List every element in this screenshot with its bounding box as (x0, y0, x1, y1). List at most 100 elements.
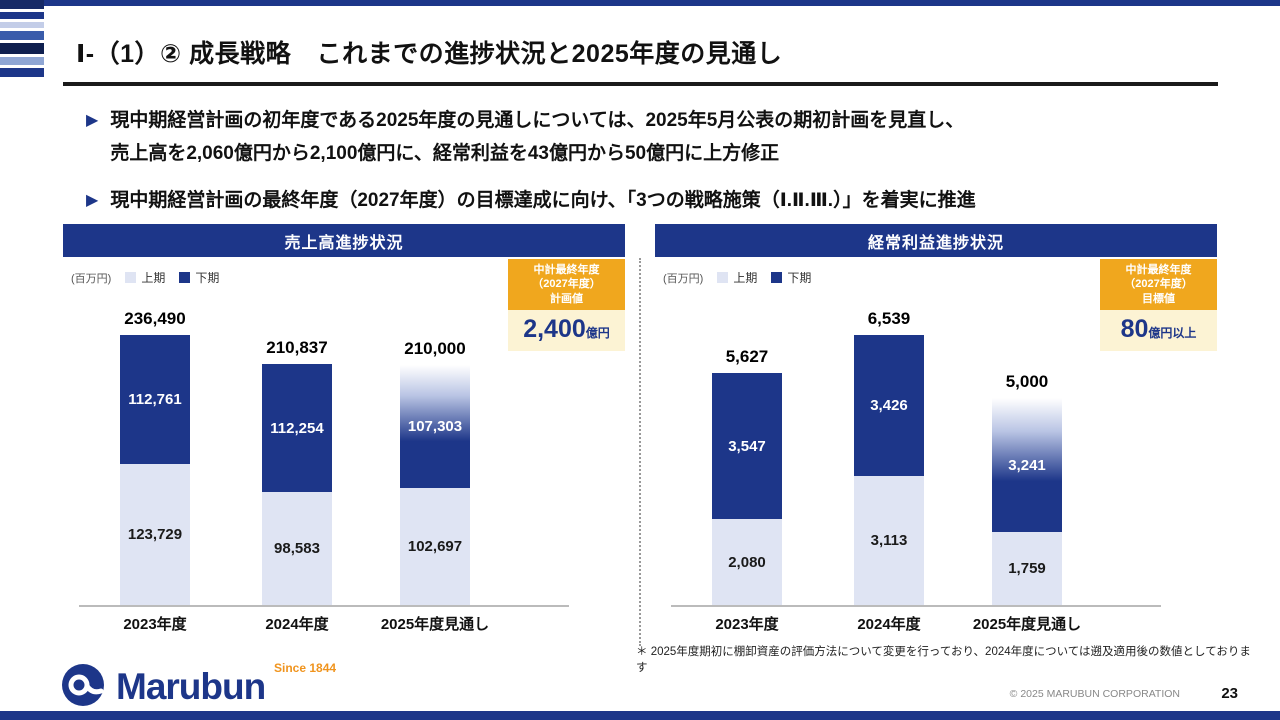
company-logo: Marubun Since 1844 (60, 661, 336, 713)
corner-stripe (0, 57, 44, 65)
legend-item-first-half: 上期 (125, 269, 165, 286)
bar-segment-first-half: 102,697 (400, 488, 470, 605)
badge-value-suffix: 億円以上 (1148, 325, 1197, 340)
brand-since-label: Since 1844 (274, 661, 337, 675)
badge-value: 80億円以上 (1100, 309, 1217, 351)
brand-wordmark: Marubun (116, 666, 266, 707)
chart-body: (百万円) 上期 下期 中計最終年度 （2027年度） 計画値 2,400億円 … (63, 257, 625, 640)
footnote: ＊ 2025年度期初に棚卸資産の評価方法について変更を行っており、2024年度に… (636, 646, 1251, 674)
bullet-text: 現中期経営計画の初年度である2025年度の見通しについては、2025年5月公表の… (110, 104, 964, 170)
plot-area: 2,080 3,547 5,627 2023年度 3,113 3,426 6,539 2024… (655, 257, 1217, 640)
page-title: Ⅰ-（1）② 成長戦略 これまでの進捗状況と2025年度の見通し (76, 40, 783, 68)
midterm-plan-badge: 中計最終年度 （2027年度） 計画値 2,400億円 (508, 259, 625, 351)
bar-total-label: 5,627 (725, 347, 769, 366)
badge-header: 中計最終年度 （2027年度） 目標値 (1100, 259, 1217, 310)
bullet-line: 現中期経営計画の最終年度（2027年度）の目標達成に向け、「3つの戦略施策（Ⅰ.… (110, 190, 976, 211)
unit-label: (百万円) (71, 272, 112, 285)
corner-stripe (0, 12, 44, 19)
chart-divider (639, 258, 641, 646)
legend-label: 上期 (733, 271, 758, 285)
badge-value: 2,400億円 (508, 309, 625, 351)
corner-stripe (0, 65, 44, 68)
chart-body: (百万円) 上期 下期 中計最終年度 （2027年度） 目標値 80億円以上 2… (655, 257, 1217, 640)
corner-stripe (0, 68, 44, 77)
bar-segment-first-half: 123,729 (120, 464, 190, 605)
midterm-target-badge: 中計最終年度 （2027年度） 目標値 80億円以上 (1100, 259, 1217, 351)
title-underline (63, 82, 1218, 86)
bar-segment-second-half: 112,761 (120, 335, 190, 464)
marubun-logo-icon (60, 662, 106, 713)
bullet-triangle-icon: ▶ (86, 112, 99, 129)
x-axis-line (79, 605, 569, 607)
bullet-item: ▶ 現中期経営計画の初年度である2025年度の見通しについては、2025年5月公… (86, 104, 976, 170)
legend-item-second-half: 下期 (771, 269, 811, 286)
bar-segment-first-half: 3,113 (854, 476, 924, 605)
badge-value-number: 2,400 (523, 314, 586, 343)
bar-total-label: 236,490 (124, 309, 186, 328)
bullet-line: 現中期経営計画の初年度である2025年度の見通しについては、2025年5月公表の… (110, 110, 965, 131)
corner-stripe (0, 28, 44, 31)
badge-header-line: 中計最終年度 (533, 264, 600, 276)
corner-stripe (0, 22, 44, 28)
badge-header-line: （2027年度） (532, 278, 601, 291)
legend-swatch-first-half (125, 272, 137, 283)
badge-value-number: 80 (1120, 314, 1149, 343)
corner-stripe (0, 54, 44, 57)
x-axis-label: 2024年度 (265, 616, 329, 633)
copyright-text: © 2025 MARUBUN CORPORATION (1009, 688, 1180, 700)
legend-swatch-second-half (179, 272, 191, 283)
bullet-line: 売上高を2,060億円から2,100億円に、経常利益を43億円から50億円に上方… (110, 143, 780, 164)
bar-segment-first-half: 98,583 (262, 492, 332, 605)
badge-header-line: （2027年度） (1124, 278, 1193, 291)
corner-stripe (0, 0, 44, 9)
bar-segment-second-half: 3,241 (992, 398, 1062, 532)
badge-value-suffix: 億円 (585, 325, 610, 340)
unit-label: (百万円) (663, 272, 704, 285)
legend-label: 下期 (787, 271, 812, 285)
corner-decoration (0, 0, 44, 80)
bar-total-label: 5,000 (1005, 372, 1049, 391)
x-axis-label: 2023年度 (715, 616, 779, 633)
legend-item-first-half: 上期 (717, 269, 757, 286)
x-axis-label: 2024年度 (857, 616, 921, 633)
profit-progress-chart-panel: 経常利益進捗状況 (百万円) 上期 下期 中計最終年度 （2027年度） 目標値… (655, 224, 1217, 640)
badge-header-line: 中計最終年度 (1125, 264, 1192, 276)
plot-area: 123,729 112,761 236,490 2023年度 98,583 112,254… (63, 257, 625, 640)
bottom-accent-bar (0, 711, 1280, 720)
corner-stripe (0, 9, 44, 12)
bar-segment-first-half: 1,759 (992, 532, 1062, 605)
corner-stripe (0, 19, 44, 22)
badge-header-line: 目標値 (1142, 292, 1175, 305)
badge-header-line: 計画値 (550, 292, 583, 305)
legend-label: 上期 (141, 271, 166, 285)
chart-title: 経常利益進捗状況 (655, 224, 1217, 257)
x-axis-label: 2025年度見通し (380, 616, 490, 633)
corner-stripe (0, 40, 44, 43)
bar-segment-second-half: 107,303 (400, 365, 470, 488)
corner-stripe (0, 31, 44, 40)
legend-item-second-half: 下期 (179, 269, 219, 286)
chart-title: 売上高進捗状況 (63, 224, 625, 257)
bar-total-label: 210,000 (404, 339, 466, 358)
sales-progress-chart-panel: 売上高進捗状況 (百万円) 上期 下期 中計最終年度 （2027年度） 計画値 … (63, 224, 625, 640)
legend-label: 下期 (195, 271, 220, 285)
badge-header: 中計最終年度 （2027年度） 計画値 (508, 259, 625, 310)
bullet-triangle-icon: ▶ (86, 192, 99, 209)
bar-segment-second-half: 3,426 (854, 335, 924, 476)
top-accent-bar (0, 0, 1280, 6)
bar-total-label: 210,837 (266, 338, 328, 357)
legend-swatch-second-half (771, 272, 783, 283)
bar-segment-second-half: 3,547 (712, 373, 782, 519)
bar-segment-first-half: 2,080 (712, 519, 782, 605)
x-axis-label: 2025年度見通し (972, 616, 1082, 633)
x-axis-label: 2023年度 (123, 616, 187, 633)
summary-bullets: ▶ 現中期経営計画の初年度である2025年度の見通しについては、2025年5月公… (86, 104, 976, 217)
page-number: 23 (1221, 685, 1238, 702)
bar-total-label: 6,539 (867, 309, 911, 328)
bar-segment-second-half: 112,254 (262, 364, 332, 492)
legend-swatch-first-half (717, 272, 729, 283)
x-axis-line (671, 605, 1161, 607)
bullet-item: ▶ 現中期経営計画の最終年度（2027年度）の目標達成に向け、「3つの戦略施策（… (86, 184, 976, 217)
corner-stripe (0, 43, 44, 54)
chart-legend: (百万円) 上期 下期 (71, 269, 219, 286)
